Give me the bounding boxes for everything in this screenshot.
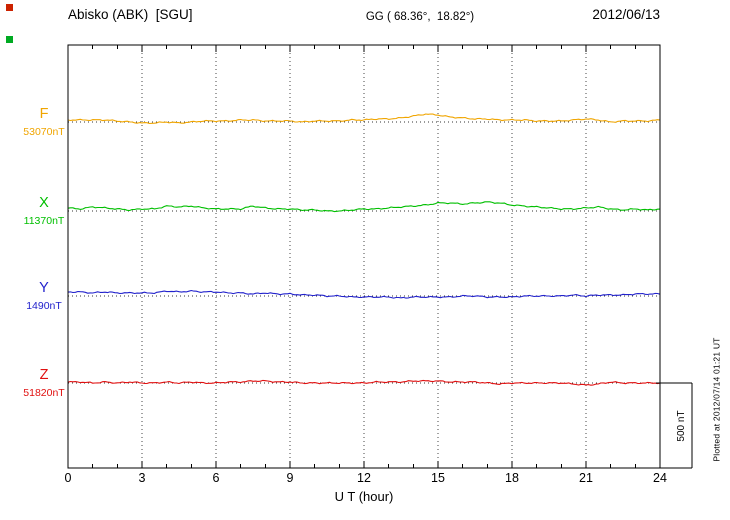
- component-label-Y: Y: [39, 280, 49, 296]
- corner-marker-red: [6, 4, 13, 11]
- gridlines: [141, 45, 587, 468]
- plot-date: 2012/06/13: [592, 7, 660, 22]
- traces: [67, 113, 661, 386]
- component-baseline-F: 53070nT: [23, 126, 65, 138]
- component-baseline-Z: 51820nT: [23, 387, 65, 399]
- x-tick-label-6: 6: [212, 471, 220, 485]
- x-tick-label-21: 21: [579, 471, 593, 485]
- x-tick-label-12: 12: [357, 471, 371, 485]
- geographic-coordinates: GG ( 68.36°, 18.82°): [365, 11, 475, 23]
- x-tick-label-0: 0: [64, 471, 72, 485]
- x-tick-label-3: 3: [138, 471, 146, 485]
- x-tick-label-24: 24: [653, 471, 667, 485]
- axes-frame: [67, 44, 661, 469]
- trace-Y: [67, 289, 661, 299]
- component-label-F: F: [39, 106, 49, 122]
- x-axis-label: U T (hour): [334, 489, 394, 504]
- x-tick-label-18: 18: [505, 471, 519, 485]
- scale-bar-label: 500 nT: [676, 410, 687, 442]
- component-label-Z: Z: [39, 367, 49, 383]
- trace-X: [67, 201, 661, 213]
- x-tick-label-15: 15: [431, 471, 445, 485]
- trace-Z: [67, 379, 661, 386]
- component-baseline-X: 11370nT: [23, 215, 65, 227]
- x-tick-label-9: 9: [286, 471, 294, 485]
- plotted-at-note: Plotted at 2012/07/14 01:21 UT: [711, 337, 722, 462]
- scale-bar: [656, 382, 693, 469]
- trace-F: [67, 113, 661, 125]
- component-baseline-Y: 1490nT: [26, 300, 62, 312]
- corner-marker-green: [6, 36, 13, 43]
- station-title: Abisko (ABK) [SGU]: [68, 7, 193, 22]
- component-label-X: X: [39, 195, 49, 211]
